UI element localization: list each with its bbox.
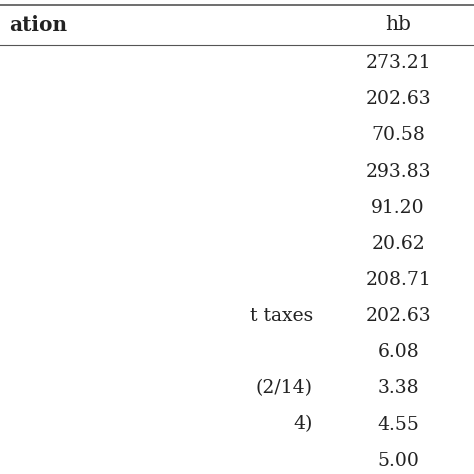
Text: 273.21: 273.21 xyxy=(365,54,431,72)
Text: t taxes: t taxes xyxy=(250,307,313,325)
Text: 91.20: 91.20 xyxy=(371,199,425,217)
Text: 4): 4) xyxy=(293,416,313,434)
Text: 3.38: 3.38 xyxy=(377,379,419,397)
Text: 20.62: 20.62 xyxy=(371,235,425,253)
Text: (2/14): (2/14) xyxy=(256,379,313,397)
Text: 4.55: 4.55 xyxy=(377,416,419,434)
Text: 70.58: 70.58 xyxy=(371,127,425,145)
Text: 202.63: 202.63 xyxy=(365,307,431,325)
Text: 208.71: 208.71 xyxy=(365,271,431,289)
Text: ation: ation xyxy=(9,15,68,35)
Text: hb: hb xyxy=(385,15,411,35)
Text: 5.00: 5.00 xyxy=(377,452,419,470)
Text: 293.83: 293.83 xyxy=(365,163,431,181)
Text: 202.63: 202.63 xyxy=(365,90,431,108)
Text: 6.08: 6.08 xyxy=(377,343,419,361)
